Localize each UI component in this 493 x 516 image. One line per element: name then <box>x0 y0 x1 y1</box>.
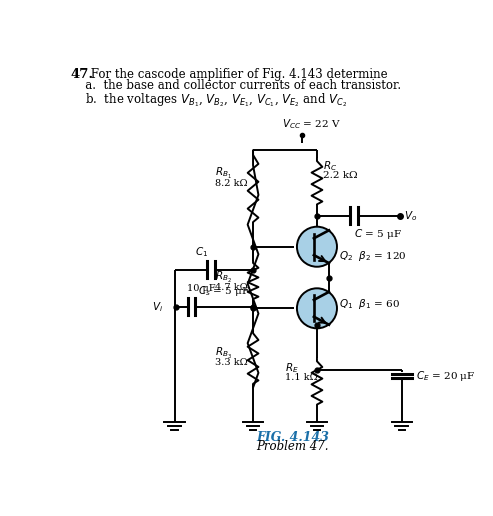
Text: 1.1 kΩ: 1.1 kΩ <box>284 373 317 382</box>
Circle shape <box>297 288 337 328</box>
Text: 3.3 kΩ: 3.3 kΩ <box>214 359 247 367</box>
Text: $C_E$ = 20 μF: $C_E$ = 20 μF <box>416 369 475 383</box>
Text: $C_1$: $C_1$ <box>195 245 208 259</box>
Text: $V_o$: $V_o$ <box>404 209 417 223</box>
Text: FIG. 4.143: FIG. 4.143 <box>256 431 329 444</box>
Text: $Q_2$  $\beta_2$ = 120: $Q_2$ $\beta_2$ = 120 <box>339 249 407 263</box>
Text: $C$ = 5 μF: $C$ = 5 μF <box>354 228 402 241</box>
Text: $C_s$ = 5 μF: $C_s$ = 5 μF <box>198 283 249 298</box>
Text: $R_{B_1}$: $R_{B_1}$ <box>214 166 232 181</box>
Text: a.  the base and collector currents of each transistor.: a. the base and collector currents of ea… <box>74 79 401 92</box>
Text: $Q_1$  $\beta_1$ = 60: $Q_1$ $\beta_1$ = 60 <box>339 297 400 312</box>
Text: For the cascode amplifier of Fig. 4.143 determine: For the cascode amplifier of Fig. 4.143 … <box>87 68 388 81</box>
Text: 4.7 kΩ: 4.7 kΩ <box>214 283 247 292</box>
Text: $R_E$: $R_E$ <box>284 361 298 375</box>
Text: 8.2 kΩ: 8.2 kΩ <box>214 179 247 188</box>
Text: 2.2 kΩ: 2.2 kΩ <box>323 171 358 180</box>
Text: $V_{CC}$ = 22 V: $V_{CC}$ = 22 V <box>282 118 341 131</box>
Text: 10 μF: 10 μF <box>187 284 216 293</box>
Text: 47.: 47. <box>70 68 94 81</box>
Text: b.  the voltages $V_{B_1}$, $V_{B_2}$, $V_{E_1}$, $V_{C_1}$, $V_{E_2}$ and $V_{C: b. the voltages $V_{B_1}$, $V_{B_2}$, $V… <box>74 91 348 109</box>
Circle shape <box>297 227 337 267</box>
Text: $V_i$: $V_i$ <box>152 300 163 314</box>
Text: Problem 47.: Problem 47. <box>256 441 328 454</box>
Text: $R_{B_2}$: $R_{B_2}$ <box>214 270 232 285</box>
Text: $R_{B_3}$: $R_{B_3}$ <box>214 345 232 361</box>
Text: $R_C$: $R_C$ <box>323 159 337 173</box>
